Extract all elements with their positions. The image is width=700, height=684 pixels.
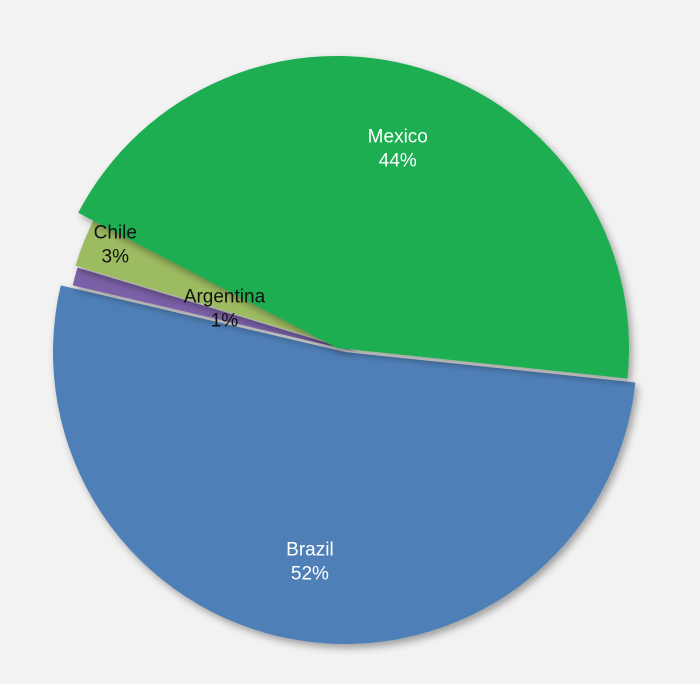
slice-name-chile: Chile	[94, 222, 137, 243]
slice-name-mexico: Mexico	[368, 127, 428, 148]
slice-percent-chile: 3%	[102, 246, 130, 267]
slice-percent-argentina: 1%	[211, 310, 239, 331]
pie-slice-argentina	[72, 267, 357, 352]
slice-label-chile: Chile 3%	[94, 222, 137, 267]
slice-label-argentina: Argentina 1%	[184, 286, 266, 331]
slice-name-brazil: Brazil	[286, 539, 334, 560]
slice-label-mexico: Mexico 44%	[368, 127, 428, 172]
slice-percent-mexico: 44%	[379, 151, 417, 172]
slices-layer	[53, 55, 636, 644]
slice-name-argentina: Argentina	[184, 286, 266, 307]
labels-layer: Brazil 52% Argentina 1% Chile 3% Mexico 44%	[94, 127, 428, 585]
pie-slice-mexico	[78, 55, 629, 379]
pie-slice-brazil	[53, 285, 636, 644]
slice-label-brazil: Brazil 52%	[286, 539, 334, 584]
slice-percent-brazil: 52%	[291, 563, 329, 584]
